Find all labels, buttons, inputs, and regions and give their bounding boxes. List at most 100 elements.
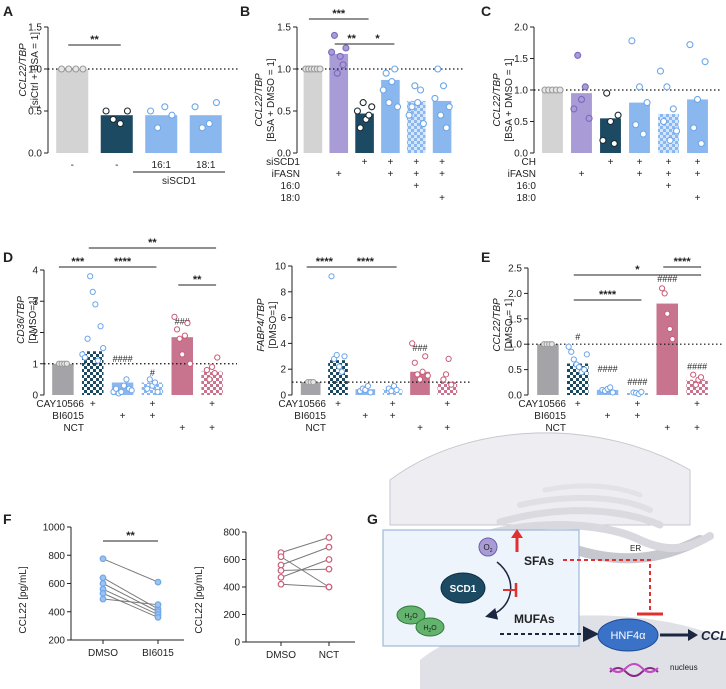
condition-mark-D: +	[209, 399, 215, 410]
data-point-C	[666, 136, 674, 144]
ytitle-a: CCL22/TBP [siCtrl + BSA = 1]	[18, 32, 41, 108]
y-tick-label-D2: 8	[280, 287, 286, 298]
data-point-B	[414, 99, 422, 107]
dna-strand-1	[609, 667, 659, 677]
data-point-A	[65, 65, 73, 73]
hash-mark-e: ####	[687, 362, 707, 372]
pair-line-F	[102, 583, 159, 613]
data-point-D2	[442, 371, 450, 378]
svg-text:CCL22/TBP: CCL22/TBP	[492, 298, 503, 352]
significance-label-B: **	[347, 33, 356, 45]
svg-text:FABP4/TBP: FABP4/TBP	[256, 298, 267, 351]
bar-E	[656, 303, 678, 395]
data-point-A	[116, 120, 124, 128]
data-point-B	[365, 111, 373, 119]
y-tick-label-E: 1.0	[508, 340, 522, 351]
condition-label-E: BI6015	[534, 411, 566, 422]
ytitle-d2: FABP4/TBP [DMSO=1]	[256, 298, 279, 351]
data-point-E	[669, 336, 676, 343]
data-point-F2	[277, 580, 285, 588]
significance-label-D: **	[193, 274, 202, 286]
y-tick-label-B: 1.5	[277, 23, 291, 34]
up-arrowhead	[511, 529, 523, 538]
hnf4a-arrowhead	[688, 629, 698, 641]
data-point-D	[171, 313, 178, 320]
data-point-C	[643, 99, 651, 107]
data-point-E	[581, 366, 588, 373]
data-point-D	[97, 323, 104, 330]
data-point-D2	[411, 359, 418, 366]
y-tick-label-D: 1	[32, 359, 38, 370]
y-tick-label-D: 0	[32, 391, 38, 402]
condition-mark-C: +	[579, 169, 585, 180]
data-point-F	[99, 589, 107, 597]
data-point-C	[663, 83, 671, 91]
data-point-B	[368, 103, 376, 111]
bar-C	[629, 102, 650, 153]
condition-mark-C: +	[666, 181, 672, 192]
svg-text:[BSA + DMSO = 1]: [BSA + DMSO = 1]	[504, 58, 515, 142]
data-point-C	[556, 86, 564, 94]
data-point-B	[336, 52, 344, 60]
bar-D	[52, 363, 74, 395]
er-membrane-2	[466, 521, 714, 553]
x-category-A: -	[71, 160, 74, 171]
y-tick-label-E: 0.5	[508, 365, 522, 376]
data-point-E	[661, 290, 668, 297]
data-point-B	[330, 31, 339, 39]
condition-mark-C: +	[637, 157, 643, 168]
data-point-B	[356, 124, 364, 132]
pair-line-F	[102, 598, 159, 606]
data-point-D	[84, 335, 91, 342]
y-tick-label-F2: 400	[223, 583, 240, 594]
data-point-B	[379, 86, 387, 94]
hash-mark-d: ###	[175, 316, 190, 326]
data-point-F2	[277, 553, 285, 561]
data-point-C	[686, 41, 694, 49]
bar-C	[687, 99, 708, 153]
data-point-C	[577, 95, 586, 103]
data-point-F	[99, 580, 107, 587]
significance-label-E: *	[635, 264, 640, 276]
data-point-A	[72, 65, 80, 73]
data-point-D2	[393, 386, 400, 393]
data-point-E	[583, 351, 590, 358]
svg-text:CD36/TBP: CD36/TBP	[16, 296, 27, 344]
data-point-D2	[341, 353, 348, 360]
data-point-F2	[325, 565, 333, 573]
data-point-D	[186, 360, 194, 367]
x-category-A: 18:1	[196, 160, 216, 171]
data-point-F	[99, 574, 107, 582]
ytitle-d: CD36/TBP [DMSO=1]	[16, 296, 39, 344]
y-tick-label-D: 4	[32, 266, 38, 277]
x-category-A: 16:1	[152, 160, 172, 171]
condition-mark-C: +	[637, 169, 643, 180]
data-point-A	[102, 107, 110, 115]
data-point-E	[548, 341, 555, 348]
y-tick-label-C: 0.0	[514, 149, 528, 160]
data-point-B	[419, 120, 427, 128]
data-point-D2	[419, 368, 426, 375]
group-label-sicd1: siSCD1	[162, 176, 196, 187]
charts-layer: 0.00.51.01.5**- -16:1 18:10.00.51.01.5****…	[28, 8, 722, 661]
bar-B	[381, 79, 400, 153]
ytitle-f2: CCL22 [pg/mL]	[194, 566, 205, 633]
significance-label-D: ****	[114, 256, 132, 268]
data-point-D2	[333, 351, 340, 359]
sfas-label: SFAs	[524, 554, 554, 568]
y-tick-label-D: 2	[32, 328, 38, 339]
y-tick-label-F2: 200	[223, 610, 240, 621]
data-point-C	[656, 67, 665, 75]
data-point-D2	[422, 353, 429, 360]
data-point-D2	[424, 372, 431, 379]
pair-line-F2	[280, 546, 330, 566]
data-point-D	[94, 357, 102, 364]
bar-B	[355, 113, 374, 153]
data-point-B	[445, 103, 453, 111]
pair-line-F2	[280, 537, 330, 554]
data-point-F2	[325, 543, 333, 551]
y-tick-label-F: 800	[48, 551, 65, 562]
y-tick-label-D2: 0	[280, 391, 286, 402]
y-tick-label-E: 0.0	[508, 391, 522, 402]
data-point-B	[416, 86, 425, 94]
